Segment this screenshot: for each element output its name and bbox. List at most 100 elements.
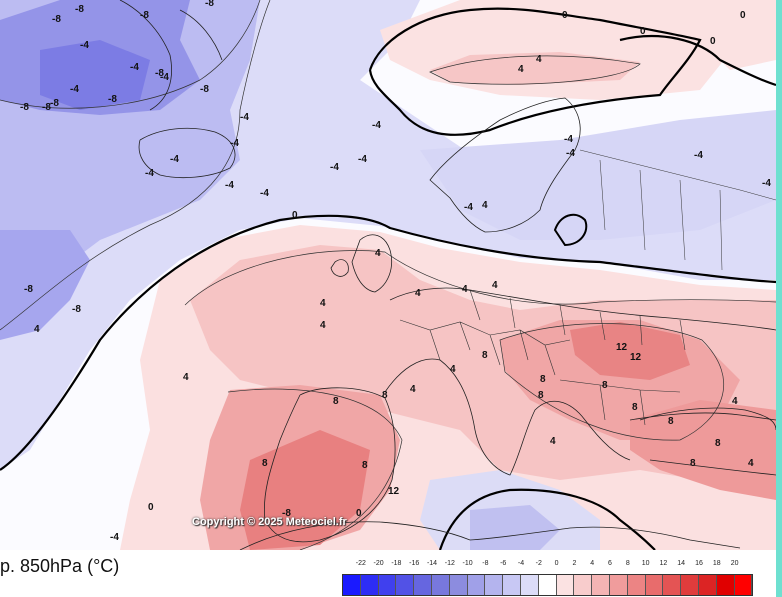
contour-minus4	[0, 0, 271, 331]
contour-label: -4	[225, 180, 234, 191]
coastline-iceland	[138, 127, 236, 179]
legend-tick-label: 10	[641, 560, 650, 567]
legend-tick-label: 4	[590, 560, 595, 567]
legend-tick-label: -22	[355, 560, 366, 567]
legend-tick-label: -4	[517, 560, 525, 567]
legend-swatch	[467, 575, 486, 595]
contour-label: 0	[740, 10, 746, 21]
contour-label: 4	[550, 436, 556, 447]
legend-tick-label: -14	[426, 560, 438, 567]
contour-label: 12	[630, 352, 642, 363]
coastline-turkey	[639, 407, 777, 476]
legend-swatch	[734, 575, 753, 595]
temperature-map: -8-8-8-8-4-4-4-8-8-4-8-8 -8 -8-4-4-4-4-4-4…	[0, 0, 777, 550]
contour-label: -4	[464, 202, 473, 213]
window-edge	[776, 0, 782, 597]
contour-label: 12	[388, 486, 400, 497]
legend-tick-label: -18	[391, 560, 402, 567]
contour-label: -8	[205, 0, 214, 9]
borders-central-europe	[399, 289, 686, 426]
contour-label: 0	[356, 508, 362, 519]
copyright-notice: Copyright © 2025 Meteociel.fr	[192, 516, 347, 528]
zero-isotherm-main	[0, 214, 777, 471]
contour-label: 4	[183, 372, 189, 383]
legend-swatch	[396, 575, 415, 595]
contour-label: 4	[482, 200, 488, 211]
legend-tick-label: -12	[444, 560, 455, 567]
coastline-north-africa	[239, 521, 741, 550]
zero-isotherm-south	[438, 488, 656, 550]
legend-swatch	[431, 575, 450, 595]
legend-tick-label: 0	[554, 560, 559, 567]
contour-label: -8	[200, 84, 209, 95]
contour-label: -8	[20, 102, 29, 113]
warm-region-carpathian-core	[570, 322, 690, 380]
contour-label: -4	[70, 84, 79, 95]
contour-label: 0	[292, 210, 298, 221]
contour-label: -4	[230, 138, 239, 149]
contour-label: 8	[602, 380, 608, 391]
contour-4-north	[429, 55, 641, 85]
contour-label: 8	[482, 350, 488, 361]
borders-eastern-europe	[579, 149, 777, 271]
contour-label: 4	[34, 324, 40, 335]
contour-label: 4	[450, 364, 456, 375]
contour-label: -4	[130, 62, 139, 73]
legend-tick-label: -2	[535, 560, 542, 567]
legend-tick-label: 12	[659, 560, 668, 567]
legend-tick-label: 20	[730, 560, 739, 567]
contour-label: 4	[732, 396, 738, 407]
contour-label: -4	[564, 134, 573, 145]
coastline-british-isles	[330, 234, 392, 293]
contour-label: 8	[362, 460, 368, 471]
legend-tick-label: 2	[572, 560, 577, 567]
color-legend: -22 -20 -18 -16 -14 -12 -10 -8 -6 -4 -2 0 2 4 6 8 10 12 14…	[342, 560, 756, 596]
contour-label: 8	[333, 396, 339, 407]
contour-label: 4	[748, 458, 754, 469]
contour-8-east	[499, 323, 725, 441]
contour-label: -4	[110, 532, 119, 543]
legend-swatch	[663, 575, 682, 595]
legend-swatch	[556, 575, 575, 595]
legend-tick-label: -8	[482, 560, 489, 567]
contour-label: -4	[170, 154, 179, 165]
zero-isotherm-east	[619, 34, 777, 87]
contour-label: 8	[632, 402, 638, 413]
legend-tick-label: -6	[500, 560, 507, 567]
contour-label: -8	[52, 14, 61, 25]
contour-label: -4	[145, 168, 154, 179]
contour-label: 4	[518, 64, 524, 75]
legend-swatch	[592, 575, 610, 595]
contour-label: 0	[148, 502, 154, 513]
warm-region-iberia-core	[240, 430, 370, 550]
contour-label: -4	[566, 148, 575, 159]
cold-region-deepest	[40, 40, 150, 110]
contour-label: -8	[42, 102, 51, 113]
contour-label: 4	[415, 288, 421, 299]
contour-label: 4	[320, 298, 326, 309]
legend-swatch	[698, 575, 717, 595]
contour-label: -4	[358, 154, 367, 165]
legend-swatch	[449, 575, 468, 595]
warm-region-turkey	[630, 400, 776, 500]
legend-swatch	[360, 575, 379, 595]
legend-swatch	[609, 575, 628, 595]
contour-8	[227, 388, 403, 550]
contour-label: -8	[155, 68, 164, 79]
legend-tick-label: 18	[712, 560, 721, 567]
map-caption: p. 850hPa (°C)	[0, 556, 120, 576]
legend-swatch	[716, 575, 735, 595]
contour-label: 4	[492, 280, 498, 291]
mediterranean-cool-core	[470, 505, 560, 550]
legend-tick-label: -20	[373, 560, 384, 567]
contour-label: -8	[50, 98, 59, 109]
legend-tick-label: -16	[409, 560, 420, 567]
contour-label: -4	[762, 178, 771, 189]
legend-swatch	[520, 575, 539, 595]
contour-label: -4	[240, 112, 249, 123]
contour-label: 0	[710, 36, 716, 47]
legend-swatch	[574, 575, 593, 595]
legend-swatch	[627, 575, 646, 595]
warm-band-northeast	[690, 0, 776, 70]
